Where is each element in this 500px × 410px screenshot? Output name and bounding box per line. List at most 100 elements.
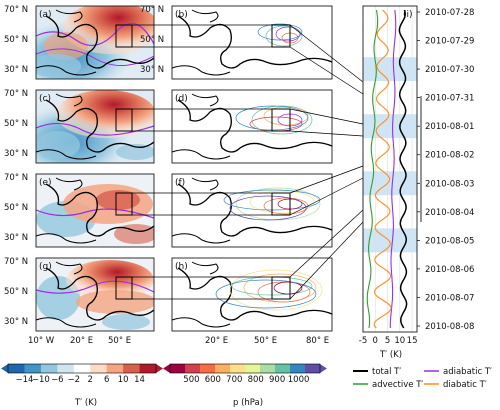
date-label: 2010-08-07 [425,293,474,303]
map-panel-c: (c) [35,89,155,164]
connector-lines [132,24,272,300]
colorbar-pressure-tick: 1000 [288,375,310,385]
date-label: 2010-08-06 [425,265,474,275]
lat-label: 50° N [4,119,28,129]
panel-label-h: (h) [175,262,188,272]
colorbar-pressure-arrow-right [320,364,327,373]
colorbar-pressure-segment [200,364,216,373]
colorbar-pressure-tick: 600 [205,375,221,385]
lat-label: 30° N [4,233,28,243]
x-tick-label: 10 [394,336,405,346]
legend: total T′ adiabatic T′ advective T′ diaba… [353,367,492,390]
date-labels: 2010-07-28 2010-07-29 2010-07-30 2010-07-31… [417,8,474,332]
colorbar-temp-border [7,363,157,374]
lat-label: 50° N [4,287,28,297]
lat-label: 30° N [4,149,28,159]
date-label: 2010-08-05 [425,236,474,246]
legend-adiabatic: adiabatic T′ [443,367,492,377]
map-panel-g: (g) [35,257,155,332]
colorbar-temp-segment [24,364,42,373]
colorbar-pressure-segment [215,364,231,373]
colorbar-temp-tick: −14 [15,375,33,385]
series-diabatic [373,9,392,329]
colorbar-pressure-tick: 700 [226,375,242,385]
colorbar-temp-segment [8,364,25,373]
legend-advective: advective T′ [372,380,423,390]
lat-label: 50° N [4,35,28,45]
lat-label: 50° N [140,35,164,45]
date-label: 2010-08-03 [425,179,474,189]
panel-label-g: (g) [39,262,52,272]
colorbar-temp-segment [57,364,75,373]
colorbar-temp-tick: 2 [88,375,93,385]
map-panel-h: (h) [171,257,333,332]
colorbar-pressure-segment [170,364,186,373]
colorbar-pressure-tick: 500 [183,375,199,385]
colorbar-temp-arrow-left [1,364,8,373]
lon-label: 10° W [28,336,55,346]
colorbar-pressure-segment [185,364,201,373]
x-tick-label: -5 [359,336,367,346]
colorbar-temp-segment [123,364,140,373]
colorbar-pressure-arrow-left [163,364,170,373]
colorbar-pressure-label: p (hPa) [233,398,263,408]
colorbar-temp-segment [139,364,157,373]
colorbar-temperature: −14−10 −6 −2 2 6 10 14 T′ (K) [1,363,163,408]
timeline-connectors [289,24,364,300]
longitude-labels: 10° W 20° E 50° E 20° E 50° E 80° E [28,336,329,346]
lat-label: 50° N [4,203,28,213]
lon-label: 50° E [108,336,131,346]
date-label: 2010-08-02 [425,151,474,161]
colorbar-pressure-segment [230,364,246,373]
colorbar-pressure-border [169,363,321,374]
date-label: 2010-08-01 [425,122,474,132]
colorbar-pressure-segment [275,364,291,373]
colorbar-temp-segment [73,364,91,373]
lon-label: 20° E [70,336,93,346]
date-label: 2010-07-28 [425,8,474,18]
colorbar-pressure-segment [290,364,306,373]
colorbar-temp-segment [40,364,58,373]
series-advective [366,9,379,329]
lon-label: 20° E [205,336,228,346]
series-adiabatic [389,9,397,328]
lat-label: 70° N [4,173,28,183]
lat-label: 30° N [140,65,164,75]
legend-diabatic: diabatic T′ [443,380,487,390]
colorbar-pressure-tick: 800 [248,375,264,385]
lat-label: 30° N [4,65,28,75]
colorbar-pressure-tick: 900 [269,375,285,385]
highlight-band [363,114,417,139]
colorbar-temp-tick: −2 [68,375,81,385]
colorbar-pressure-segment [260,364,276,373]
colorbar-pressure-segment [305,364,321,373]
colorbar-temp-tick: 10 [118,375,129,385]
x-tick-label: 0 [373,336,378,346]
lat-label: 70° N [4,5,28,15]
x-tick-label: 5 [385,336,390,346]
x-tick-labels: -5 0 5 10 15 [359,336,418,346]
timeline-x-label: T′ (K) [379,350,402,360]
panel-label-f: (f) [175,178,185,188]
panel-label-a: (a) [39,10,52,20]
legend-total: total T′ [372,367,401,377]
x-tick-label: 15 [407,336,418,346]
colorbar-temp-segment [106,364,124,373]
highlight-band [363,171,417,196]
panel-label-b: (b) [175,10,188,20]
colorbar-temp-arrow-right [156,364,163,373]
panel-label-i: (i) [403,10,413,20]
lon-label: 50° E [254,336,277,346]
date-label: 2010-08-08 [425,322,474,332]
panel-label-c: (c) [39,94,51,104]
lat-label: 70° N [4,89,28,99]
colorbar-temp-label: T′ (K) [74,398,97,408]
colorbar-temp-segment [90,364,107,373]
lat-label: 30° N [4,317,28,327]
map-panel-e: (e) [35,173,155,248]
latitude-labels: 70° N 50° N 30° N 70° N 50° N 30° N 70° … [4,5,164,327]
map-panel-a: (a) [35,5,155,80]
colorbar-pressure: 500 600 700 800 900 1000 p (hPa) [163,363,327,408]
date-label: 2010-07-29 [425,37,474,47]
